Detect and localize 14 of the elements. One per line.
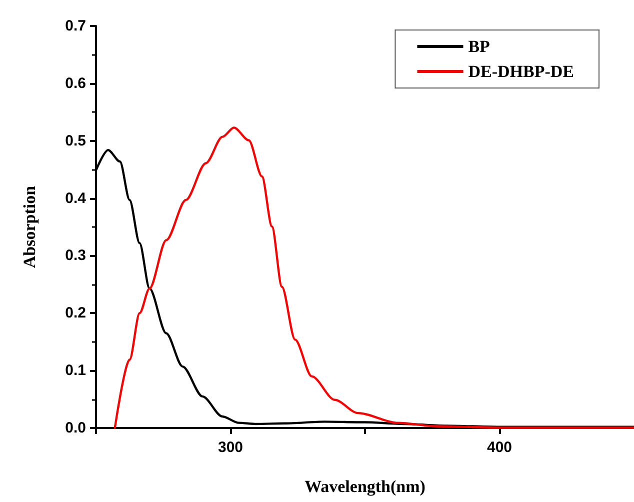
y-tick-label: 0.2 xyxy=(65,304,86,322)
y-tick-label: 0.1 xyxy=(65,362,86,380)
x-tick-label: 400 xyxy=(486,439,512,456)
x-axis-title: Wavelength(nm) xyxy=(304,477,426,496)
legend-label: BP xyxy=(468,37,490,56)
x-tick-label: 300 xyxy=(218,439,244,456)
y-tick-label: 0.4 xyxy=(65,190,87,207)
y-axis-title: Absorption xyxy=(20,185,39,268)
legend-label: DE-DHBP-DE xyxy=(468,62,574,81)
y-tick-label: 0.3 xyxy=(65,247,86,264)
y-tick-label: 0.6 xyxy=(65,74,86,92)
y-tick-label: 0.7 xyxy=(65,18,86,34)
y-tick-label: 0.0 xyxy=(65,420,86,436)
y-tick-label: 0.5 xyxy=(65,132,86,150)
